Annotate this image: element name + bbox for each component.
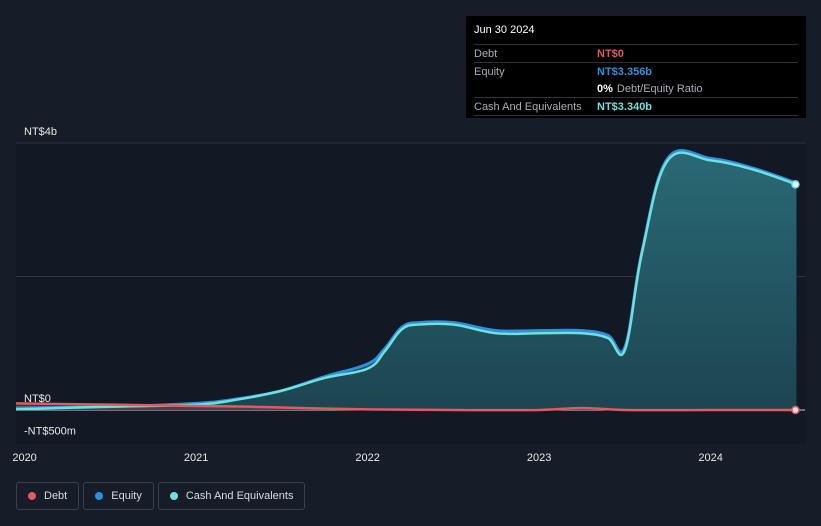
cash-end-marker: [791, 180, 800, 189]
tooltip-cash-label: Cash And Equivalents: [474, 100, 582, 113]
legend-label-debt: Debt: [44, 490, 68, 502]
data-tooltip: Jun 30 2024 Debt NT$0 Equity NT$3.356b 0…: [466, 16, 806, 118]
tooltip-date: Jun 30 2024: [474, 24, 535, 36]
chart-legend: Debt Equity Cash And Equivalents: [16, 482, 306, 510]
legend-label-cash: Cash And Equivalents: [185, 490, 294, 502]
tooltip-ratio-value: 0%: [597, 82, 613, 95]
legend-item-debt[interactable]: Debt: [16, 482, 80, 510]
tooltip-equity-label: Equity: [474, 65, 505, 78]
tooltip-ratio-label: Debt/Equity Ratio: [616, 82, 703, 95]
y-axis-labels: NT$4b NT$0 -NT$500m: [24, 126, 76, 437]
tooltip-debt-label: Debt: [474, 47, 498, 60]
tooltip-row-ratio: 0% Debt/Equity Ratio: [474, 80, 798, 97]
legend-item-cash[interactable]: Cash And Equivalents: [157, 482, 306, 510]
cash-line: [15, 151, 797, 411]
x-tick-label-3: 2023: [527, 452, 551, 464]
tooltip-row-debt: Debt NT$0: [474, 44, 798, 62]
x-tick-label-1: 2021: [184, 452, 208, 464]
tooltip-debt-value: NT$0: [597, 47, 624, 60]
series-areas: [16, 150, 797, 411]
y-tick-label-1: NT$0: [24, 393, 51, 405]
end-markers: [791, 180, 800, 415]
legend-dot-debt: [28, 492, 36, 500]
x-axis-labels: 2020 2021 2022 2023 2024: [12, 452, 723, 464]
debt-area: [16, 403, 797, 411]
legend-label-equity: Equity: [111, 490, 142, 502]
legend-dot-cash: [169, 492, 178, 500]
x-tick-label-2: 2022: [355, 452, 379, 464]
y-tick-label-0: NT$4b: [24, 126, 57, 138]
equity-area: [16, 150, 797, 410]
tooltip-cash-value: NT$3.340b: [597, 100, 653, 113]
y-tick-label-2: -NT$500m: [24, 425, 76, 437]
tooltip-row-cash: Cash And Equivalents NT$3.340b: [474, 97, 798, 116]
legend-item-equity[interactable]: Equity: [83, 482, 154, 510]
tooltip-equity-value: NT$3.356b: [597, 65, 653, 78]
x-tick-label-0: 2020: [12, 452, 36, 464]
debt-end-marker: [791, 405, 800, 415]
legend-dot-equity: [95, 492, 104, 500]
tooltip-row-equity: Equity NT$3.356b: [474, 62, 798, 80]
x-tick-label-4: 2024: [698, 452, 722, 464]
debt-line: [15, 402, 797, 412]
series-lines: [15, 149, 797, 412]
